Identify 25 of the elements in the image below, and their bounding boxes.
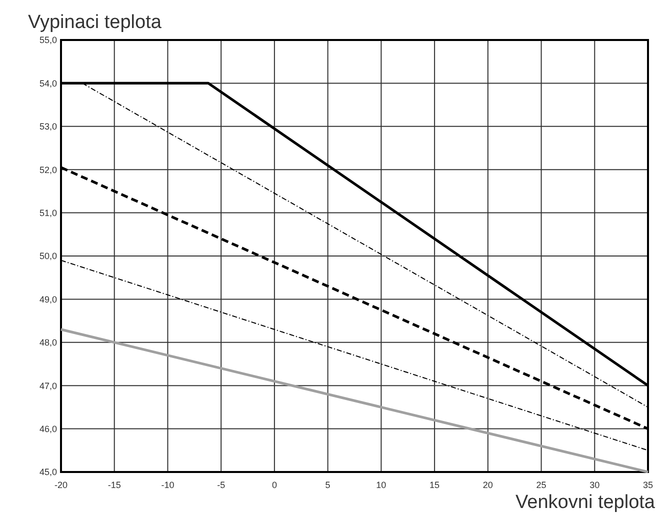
y-tick-label: 52,0 [39,164,57,175]
y-axis-title: Vypinaci teplota [28,12,162,33]
y-tick-label: 53,0 [39,122,57,132]
y-tick-label: 46,0 [39,424,57,434]
x-tick-label: 10 [376,480,386,490]
x-tick-label: -10 [161,480,174,490]
x-tick-label: 20 [482,480,493,490]
x-tick-label: 15 [430,480,440,490]
x-tick-label: 35 [642,480,654,490]
y-tick-label: 45,0 [39,467,57,478]
y-tick-label: 54,0 [39,78,57,88]
x-tick-label: -5 [217,480,226,490]
y-tick-label: 49,0 [39,294,57,304]
x-tick-label: -15 [108,480,121,490]
y-tick-label: 51,0 [39,208,57,218]
x-axis-title: Venkovni teplota [516,492,656,513]
y-tick-label: 47,0 [39,380,57,391]
x-tick-label: 0 [272,480,277,490]
x-tick-label: 30 [590,480,600,490]
y-tick-label: 55,0 [39,35,57,46]
x-tick-label: 25 [536,480,546,490]
y-tick-label: 48,0 [39,338,57,348]
x-tick-label: -20 [54,480,68,490]
x-tick-label: 5 [325,480,330,490]
y-tick-label: 50,0 [39,251,57,262]
